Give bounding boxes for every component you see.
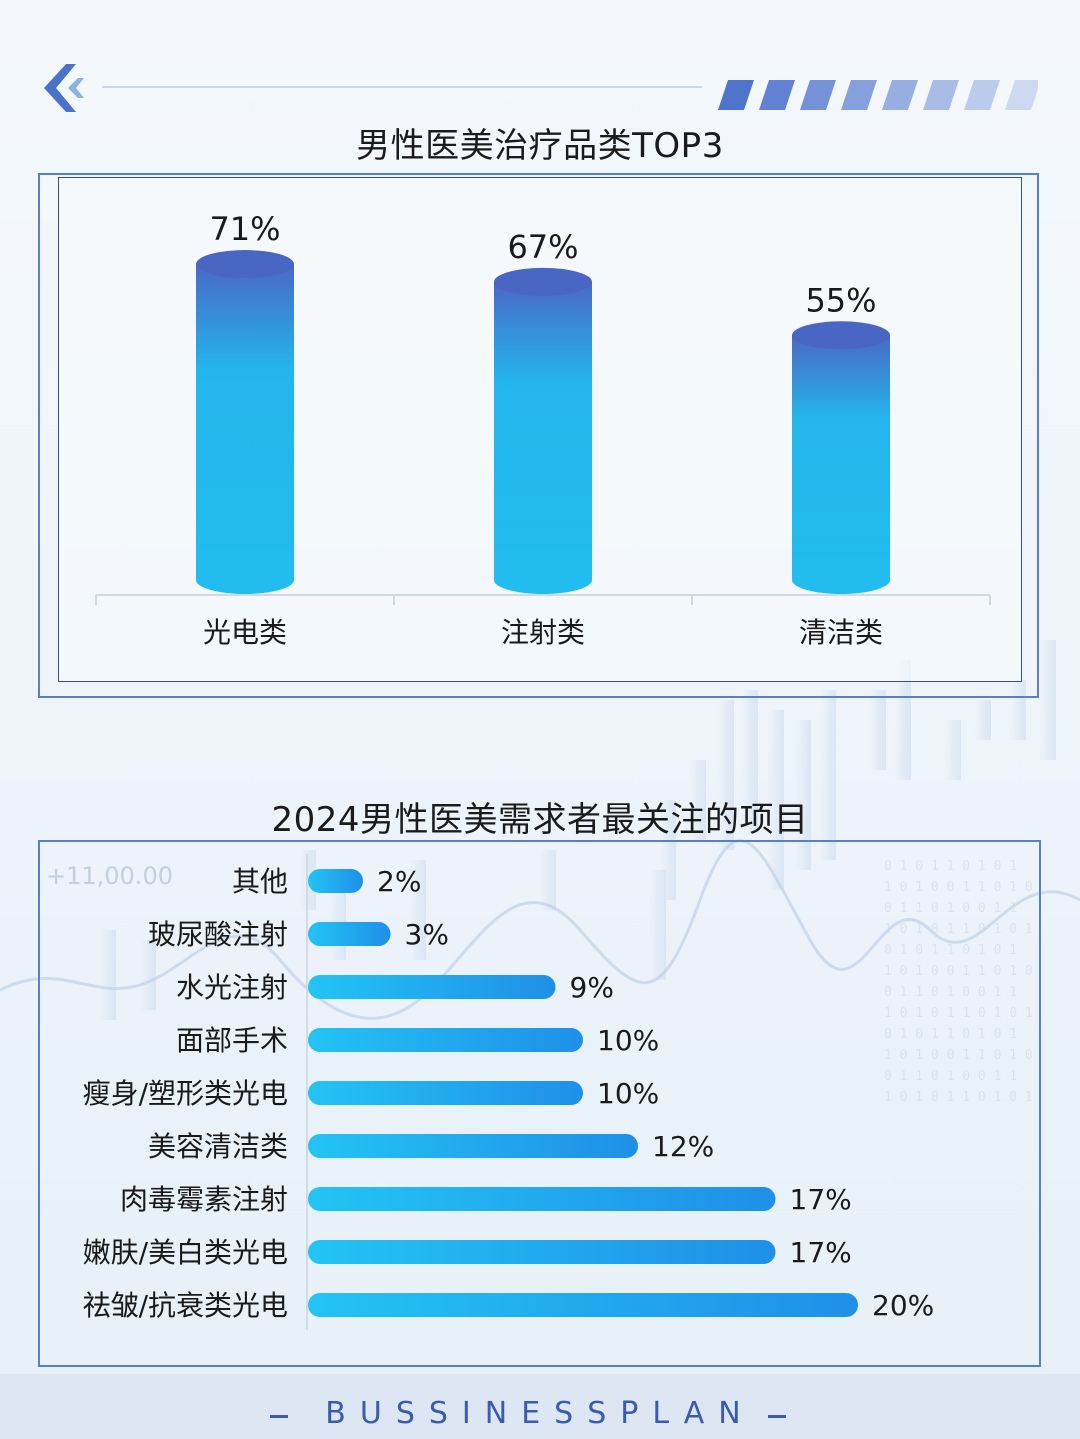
category-label: 清洁类 — [799, 616, 883, 649]
background-binary-text: 0 1 1 0 1 0 0 1 1 — [884, 901, 1017, 916]
horizontal-bar-chart: 其他 2% 玻尿酸注射 3% 水光注射 9% 面部手术 10% 瘦身/塑形类光电 10% 美容清洁类… — [83, 854, 934, 1330]
hbar — [308, 1134, 638, 1158]
stripe-shape — [841, 80, 877, 110]
hbar — [308, 1081, 583, 1105]
background-binary-text: 1 0 1 0 0 1 1 0 1 0 — [884, 880, 1033, 895]
chart2-frame — [38, 840, 1041, 1367]
stripe-shape — [759, 80, 795, 110]
background-candle — [410, 860, 426, 960]
background-candle — [300, 850, 316, 910]
background-binary-text: 0 1 0 1 1 0 1 0 1 — [884, 1027, 1017, 1042]
category-label: 嫩肤/美白类光电 — [83, 1236, 288, 1269]
background-binary-text: 1 0 1 0 1 1 0 1 0 1 — [884, 1006, 1033, 1021]
background-candle — [795, 720, 811, 870]
stripe-shape — [882, 80, 918, 110]
data-label: 12% — [652, 1130, 714, 1163]
background-binary-text: 1 0 1 0 0 1 1 0 1 0 — [884, 1048, 1033, 1063]
data-label: 9% — [570, 971, 614, 1004]
background-candle — [820, 690, 836, 860]
footer-bar — [0, 1374, 1080, 1439]
data-label: 17% — [790, 1183, 852, 1216]
background-candle — [870, 690, 886, 770]
background-candle — [742, 690, 758, 830]
footer-dash-right — [768, 1415, 786, 1418]
category-label: 面部手术 — [176, 1024, 288, 1057]
data-label: 20% — [872, 1289, 934, 1322]
category-label: 光电类 — [203, 616, 287, 649]
bar — [792, 321, 890, 594]
background-candle — [945, 720, 961, 780]
bar-body — [196, 264, 294, 594]
background-candle — [718, 700, 734, 850]
bar-chart: 71% 光电类 67% 注射类 55% 清洁类 — [95, 210, 991, 649]
background-candle — [975, 700, 991, 740]
header-divider — [102, 86, 702, 88]
footer-dash-left — [270, 1415, 288, 1418]
background-candle — [540, 850, 556, 910]
data-label: 3% — [405, 918, 449, 951]
bar-top-cap — [196, 250, 294, 279]
chevron-left-icon[interactable] — [40, 62, 88, 114]
background-ticker-text: +11,00.00 — [46, 862, 173, 890]
hbar — [308, 922, 391, 946]
category-label: 水光注射 — [176, 971, 288, 1004]
background-candle — [140, 940, 156, 1010]
hbar — [308, 1028, 583, 1052]
background-candle — [100, 930, 116, 1020]
category-label: 肉毒霉素注射 — [120, 1183, 288, 1216]
stripe-shape — [1005, 80, 1038, 110]
bar-body — [494, 281, 592, 594]
category-label: 美容清洁类 — [148, 1130, 288, 1163]
bar — [196, 250, 294, 594]
bar-top-cap — [792, 321, 890, 350]
chart2-title: 2024男性医美需求者最关注的项目 — [271, 800, 809, 840]
background-candle — [768, 710, 784, 890]
data-label: 71% — [209, 210, 280, 248]
chart1-title: 男性医美治疗品类TOP3 — [356, 126, 724, 166]
hbar — [308, 1240, 776, 1264]
background-candle — [1040, 640, 1056, 760]
category-label: 玻尿酸注射 — [148, 918, 288, 951]
background-candle — [690, 760, 706, 840]
background-candle — [650, 870, 666, 980]
data-label: 10% — [597, 1077, 659, 1110]
data-label: 17% — [790, 1236, 852, 1269]
hbar — [308, 975, 556, 999]
stripe-shape — [718, 80, 754, 110]
background-binary-text: 0 1 1 0 1 0 0 1 1 — [884, 985, 1017, 1000]
background-binary-text: 1 0 1 0 1 1 0 1 0 1 — [884, 922, 1033, 937]
data-label: 55% — [805, 281, 876, 319]
hbar — [308, 1187, 776, 1211]
header-stripes-decoration — [718, 80, 1038, 110]
hbar — [308, 869, 363, 893]
category-label: 瘦身/塑形类光电 — [83, 1077, 288, 1110]
background-candle — [1010, 680, 1026, 740]
data-label: 67% — [507, 228, 578, 266]
background-binary-text: 0 1 0 1 1 0 1 0 1 — [884, 859, 1017, 874]
hbar — [308, 1293, 858, 1317]
background-binary-text: 1 0 1 0 0 1 1 0 1 0 — [884, 964, 1033, 979]
category-label: 祛皱/抗衰类光电 — [83, 1289, 288, 1322]
stripe-shape — [923, 80, 959, 110]
background-binary-text: 1 0 1 0 1 1 0 1 0 1 — [884, 1090, 1033, 1105]
background-binary-text: 0 1 0 1 1 0 1 0 1 — [884, 943, 1017, 958]
bar — [494, 267, 592, 594]
background-binary-text: 0 1 1 0 1 0 0 1 1 — [884, 1069, 1017, 1084]
category-label: 其他 — [232, 865, 288, 898]
stripe-shape — [800, 80, 836, 110]
category-label: 注射类 — [501, 616, 585, 649]
footer-text: BUSSINESSPLAN — [325, 1396, 755, 1431]
stripe-shape — [964, 80, 1000, 110]
bar-top-cap — [494, 267, 592, 296]
data-label: 2% — [377, 865, 421, 898]
data-label: 10% — [597, 1024, 659, 1057]
bar-body — [792, 335, 890, 594]
chart1-outer-frame — [38, 173, 1039, 698]
background-candle — [895, 660, 911, 780]
